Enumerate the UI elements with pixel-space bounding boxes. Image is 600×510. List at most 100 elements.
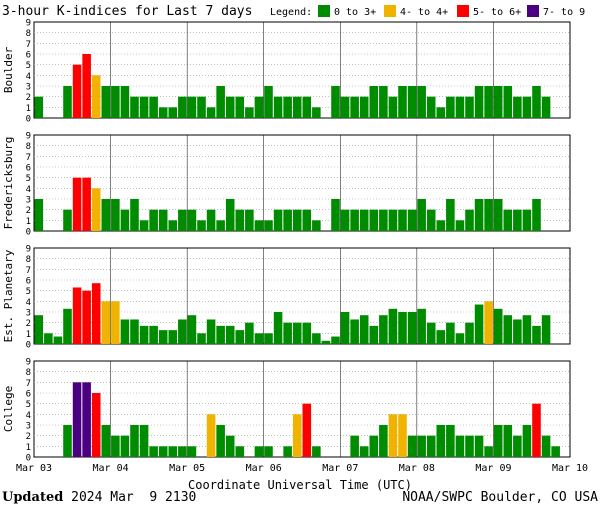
- y-tick-label: 9: [26, 19, 31, 29]
- k-index-bar: [551, 446, 560, 457]
- k-index-bar: [158, 209, 168, 231]
- k-index-bar: [407, 312, 417, 344]
- k-index-bar: [111, 435, 120, 457]
- k-index-bar: [292, 414, 302, 457]
- k-index-bar: [254, 220, 264, 231]
- k-index-bar: [206, 209, 216, 231]
- legend-item-green: 0 to 3+: [334, 7, 376, 18]
- y-tick-label: 6: [26, 390, 31, 400]
- k-index-bar: [532, 86, 541, 118]
- k-index-bar: [235, 96, 245, 118]
- k-index-bar: [484, 301, 493, 344]
- k-index-bar: [417, 199, 426, 231]
- k-index-bar: [541, 435, 551, 457]
- x-tick-label: Mar 09: [475, 463, 511, 474]
- k-index-bar: [158, 446, 168, 457]
- x-tick-label: Mar 04: [93, 463, 129, 474]
- k-index-bar: [522, 425, 532, 457]
- updated-value: 2024 Mar 9 2130: [71, 490, 197, 505]
- k-index-bar: [168, 220, 178, 231]
- k-index-bar: [436, 425, 446, 457]
- x-tick-label: Mar 05: [169, 463, 205, 474]
- y-tick-label: 2: [26, 319, 31, 329]
- x-tick-label: Mar 08: [399, 463, 435, 474]
- k-index-bar: [187, 96, 197, 118]
- k-index-bar: [149, 446, 158, 457]
- k-index-bar: [503, 425, 513, 457]
- k-index-bar: [532, 199, 541, 231]
- k-index-bar: [369, 209, 379, 231]
- k-index-bar: [91, 283, 101, 344]
- k-index-bar: [503, 315, 513, 344]
- k-index-bar: [455, 333, 465, 344]
- y-tick-label: 3: [26, 309, 31, 319]
- k-index-bar: [91, 75, 101, 118]
- k-index-bar: [139, 325, 149, 344]
- k-index-bar: [398, 86, 407, 118]
- k-index-bar: [513, 209, 522, 231]
- k-index-bar: [369, 325, 379, 344]
- k-index-bar: [197, 333, 206, 344]
- x-tick-label: Mar 06: [246, 463, 282, 474]
- k-index-bar: [455, 96, 465, 118]
- y-tick-label: 4: [26, 72, 31, 82]
- y-tick-label: 9: [26, 358, 31, 368]
- y-tick-label: 4: [26, 411, 31, 421]
- y-tick-label: 0: [26, 115, 31, 125]
- k-index-bar: [82, 54, 91, 118]
- k-index-bar: [398, 312, 407, 344]
- k-index-bar: [436, 330, 446, 344]
- y-tick-label: 0: [26, 228, 31, 238]
- y-tick-label: 8: [26, 368, 31, 378]
- k-index-bar: [178, 446, 187, 457]
- legend-item-yellow: 4- to 4+: [400, 7, 448, 18]
- k-index-bar: [350, 96, 359, 118]
- k-index-bar: [493, 199, 503, 231]
- k-index-bar: [72, 64, 82, 118]
- k-index-bar: [513, 96, 522, 118]
- k-index-bar: [350, 435, 359, 457]
- k-index-bar: [283, 209, 292, 231]
- k-index-bar: [101, 425, 111, 457]
- k-index-bar: [178, 319, 187, 344]
- k-index-bar: [474, 86, 484, 118]
- k-index-bar: [264, 86, 273, 118]
- y-tick-label: 9: [26, 132, 31, 142]
- k-index-bar: [417, 86, 426, 118]
- k-index-bar: [34, 315, 44, 344]
- y-tick-label: 1: [26, 217, 31, 227]
- k-index-bar: [235, 446, 245, 457]
- k-index-bar: [292, 209, 302, 231]
- k-index-bar: [197, 220, 206, 231]
- k-index-bar: [398, 414, 407, 457]
- k-index-bar: [44, 333, 53, 344]
- panel-frame: [33, 247, 571, 345]
- k-index-bar: [292, 96, 302, 118]
- k-index-bar: [369, 435, 379, 457]
- legend-swatch-red: [457, 5, 469, 17]
- x-tick-label: Mar 03: [16, 463, 52, 474]
- y-tick-label: 7: [26, 266, 31, 276]
- k-index-bar: [331, 199, 340, 231]
- k-index-bar: [91, 393, 101, 457]
- chart-title: 3-hour K-indices for Last 7 days: [2, 4, 252, 19]
- y-tick-label: 1: [26, 443, 31, 453]
- k-index-bar: [522, 96, 532, 118]
- x-tick-label: Mar 07: [322, 463, 358, 474]
- k-index-bar: [178, 209, 187, 231]
- k-index-bar: [474, 435, 484, 457]
- k-index-bar: [340, 209, 350, 231]
- k-index-bar: [158, 107, 168, 118]
- k-index-bar: [120, 209, 130, 231]
- k-index-bar: [34, 199, 44, 231]
- k-index-bar: [130, 319, 139, 344]
- k-index-bar: [130, 425, 139, 457]
- k-index-bar: [235, 209, 245, 231]
- k-index-bar: [312, 446, 321, 457]
- y-tick-label: 7: [26, 153, 31, 163]
- k-index-bar: [369, 86, 379, 118]
- k-index-bar: [245, 107, 254, 118]
- k-index-bar: [359, 96, 369, 118]
